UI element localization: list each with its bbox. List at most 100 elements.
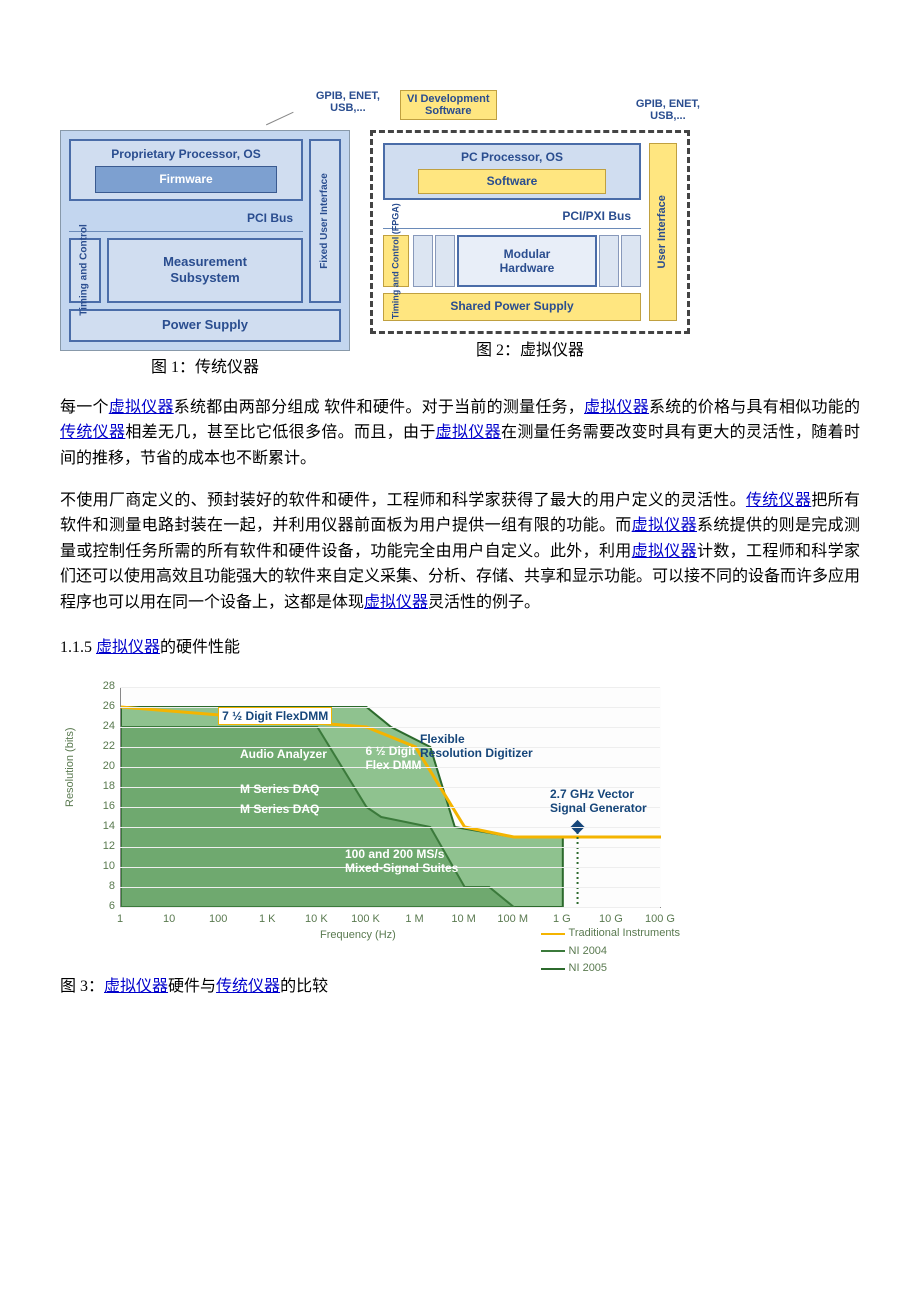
fig1-timing-control-box: Timing and Control — [69, 238, 101, 304]
chart-gridline — [120, 907, 660, 908]
chart-gridline — [120, 707, 660, 708]
figures-row: GPIB, ENET, USB,... Proprietary Processo… — [60, 100, 860, 381]
fig2-slot — [435, 235, 455, 288]
chart-xtick: 100 K — [351, 911, 380, 929]
chart-ytick: 8 — [60, 878, 115, 896]
chart-xtick: 1 K — [259, 911, 276, 929]
figure-3-chart: Resolution (bits) Frequency (Hz) Traditi… — [60, 677, 680, 952]
chart-ytick: 26 — [60, 698, 115, 716]
chart-xtick: 1 G — [553, 911, 571, 929]
chart-ytick: 24 — [60, 718, 115, 736]
fig1-bus-label: PCI Bus — [69, 207, 303, 231]
chart-legend-item: NI 2005 — [541, 960, 680, 978]
chart-xtick: 100 M — [497, 911, 528, 929]
chart-ytick: 22 — [60, 738, 115, 756]
chart-annotation: M Series DAQ — [240, 802, 319, 816]
link-virtual-instrument[interactable]: 虚拟仪器 — [632, 517, 697, 534]
figure-1: GPIB, ENET, USB,... Proprietary Processo… — [60, 100, 350, 381]
chart-xtick: 10 G — [599, 911, 623, 929]
text: 相差无几，甚至比它低很多倍。而且，由于 — [125, 424, 435, 441]
text: 图 3： — [60, 978, 104, 995]
fig2-modular-hardware-box: Modular Hardware — [457, 235, 597, 288]
text: 系统的价格与具有相似功能的 — [649, 399, 860, 416]
paragraph-1: 每一个虚拟仪器系统都由两部分组成 软件和硬件。对于当前的测量任务，虚拟仪器系统的… — [60, 395, 860, 472]
legend-swatch — [541, 933, 565, 935]
document-page: GPIB, ENET, USB,... Proprietary Processo… — [0, 0, 920, 1076]
fig1-measurement-box: Measurement Subsystem — [107, 238, 303, 304]
fig2-software-box: Software — [418, 169, 606, 194]
paragraph-2: 不使用厂商定义的、预封装好的软件和硬件，工程师和科学家获得了最大的用户定义的灵活… — [60, 488, 860, 616]
chart-xtick: 1 — [117, 911, 123, 929]
chart-ytick: 14 — [60, 818, 115, 836]
fig2-vi-software-box: VI Development Software — [400, 90, 497, 120]
link-virtual-instrument[interactable]: 虚拟仪器 — [104, 978, 168, 995]
chart-ytick: 20 — [60, 758, 115, 776]
fig2-bus-label: PCI/PXI Bus — [383, 206, 641, 228]
text: 的比较 — [280, 978, 328, 995]
chart-annotation: 6 ½ Digit Flex DMM — [365, 744, 421, 773]
fig1-user-interface-box: Fixed User Interface — [309, 139, 341, 303]
link-virtual-instrument[interactable]: 虚拟仪器 — [96, 639, 160, 656]
figure-2: VI Development Software GPIB, ENET, USB,… — [370, 100, 690, 363]
link-virtual-instrument[interactable]: 虚拟仪器 — [109, 399, 174, 416]
chart-annotation: 2.7 GHz Vector Signal Generator — [550, 787, 647, 816]
fig2-caption: 图 2：虚拟仪器 — [476, 338, 584, 364]
chart-ytick: 16 — [60, 798, 115, 816]
fig1-leader-line — [266, 112, 294, 126]
fig2-slot — [621, 235, 641, 288]
chart-ytick: 18 — [60, 778, 115, 796]
chart-ytick: 28 — [60, 678, 115, 696]
chart-gridline — [120, 727, 660, 728]
text: 系统都由两部分组成 软件和硬件。对于当前的测量任务， — [174, 399, 584, 416]
fig1-processor-box: Proprietary Processor, OS Firmware — [69, 139, 303, 201]
text: 灵活性的例子。 — [428, 594, 540, 611]
fig1-ui-label: Fixed User Interface — [317, 173, 333, 269]
fig2-left-column: PC Processor, OS Software PCI/PXI Bus Ti… — [383, 143, 641, 321]
fig2-container: PC Processor, OS Software PCI/PXI Bus Ti… — [370, 130, 690, 334]
link-virtual-instrument[interactable]: 虚拟仪器 — [436, 424, 501, 441]
chart-legend: Traditional InstrumentsNI 2004NI 2005 — [541, 925, 680, 978]
chart-ytick: 12 — [60, 838, 115, 856]
fig2-processor-box: PC Processor, OS Software — [383, 143, 641, 200]
fig1-tc-label: Timing and Control — [77, 225, 93, 316]
link-virtual-instrument[interactable]: 虚拟仪器 — [584, 399, 649, 416]
link-traditional-instrument[interactable]: 传统仪器 — [216, 978, 280, 995]
chart-gridline — [120, 887, 660, 888]
fig2-user-interface-box: User Interface — [649, 143, 677, 321]
fig2-power-supply-box: Shared Power Supply — [383, 293, 641, 320]
chart-container: Resolution (bits) Frequency (Hz) Traditi… — [60, 677, 680, 952]
fig2-callout: GPIB, ENET, USB,... — [636, 98, 700, 122]
fig1-mid-row: Timing and Control Measurement Subsystem — [69, 238, 303, 304]
fig1-container: Proprietary Processor, OS Firmware PCI B… — [60, 130, 350, 351]
fig2-tc-label: Timing and Control (FPGA) — [389, 203, 403, 319]
fig2-mid-row: Timing and Control (FPGA) Modular Hardwa… — [383, 235, 641, 288]
chart-xtick: 10 K — [305, 911, 328, 929]
chart-xtick: 100 — [209, 911, 227, 929]
chart-xtick: 100 G — [645, 911, 675, 929]
chart-gridline — [120, 827, 660, 828]
link-virtual-instrument[interactable]: 虚拟仪器 — [364, 594, 428, 611]
fig2-hardware-group: Modular Hardware — [413, 235, 641, 288]
chart-legend-item: NI 2004 — [541, 943, 680, 961]
chart-xtick: 10 M — [451, 911, 475, 929]
fig2-ui-label: User Interface — [654, 195, 672, 268]
fig1-processor-label: Proprietary Processor, OS — [75, 145, 297, 164]
fig1-main-column: Proprietary Processor, OS Firmware PCI B… — [69, 139, 303, 303]
fig2-processor-label: PC Processor, OS — [388, 148, 636, 167]
chart-annotation: Flexible Resolution Digitizer — [420, 732, 533, 761]
legend-swatch — [541, 968, 565, 970]
fig1-diagram: GPIB, ENET, USB,... Proprietary Processo… — [60, 100, 350, 351]
link-virtual-instrument[interactable]: 虚拟仪器 — [632, 543, 697, 560]
fig2-diagram: VI Development Software GPIB, ENET, USB,… — [370, 100, 690, 334]
legend-label: NI 2004 — [569, 943, 608, 961]
link-traditional-instrument[interactable]: 传统仪器 — [60, 424, 125, 441]
fig2-slot — [413, 235, 433, 288]
chart-annotation: Audio Analyzer — [240, 747, 327, 761]
link-traditional-instrument[interactable]: 传统仪器 — [746, 492, 811, 509]
text: 硬件与 — [168, 978, 216, 995]
chart-ytick: 6 — [60, 898, 115, 916]
chart-annotation: M Series DAQ — [240, 782, 319, 796]
section-number: 1.1.5 — [60, 639, 96, 656]
fig1-upper-row: Proprietary Processor, OS Firmware PCI B… — [69, 139, 341, 303]
chart-annotation: 100 and 200 MS/s Mixed-Signal Suites — [345, 847, 458, 876]
